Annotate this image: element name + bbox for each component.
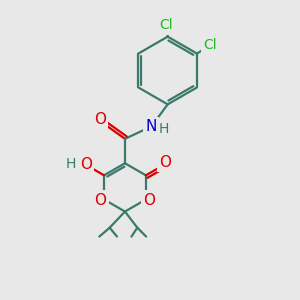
Text: O: O xyxy=(159,155,171,170)
Text: O: O xyxy=(80,157,92,172)
Text: Cl: Cl xyxy=(203,38,217,52)
Text: H: H xyxy=(66,157,76,171)
Text: O: O xyxy=(94,193,106,208)
Text: Cl: Cl xyxy=(159,18,173,32)
Text: N: N xyxy=(146,119,157,134)
Text: O: O xyxy=(94,112,106,127)
Text: H: H xyxy=(159,122,169,136)
Text: O: O xyxy=(143,193,155,208)
